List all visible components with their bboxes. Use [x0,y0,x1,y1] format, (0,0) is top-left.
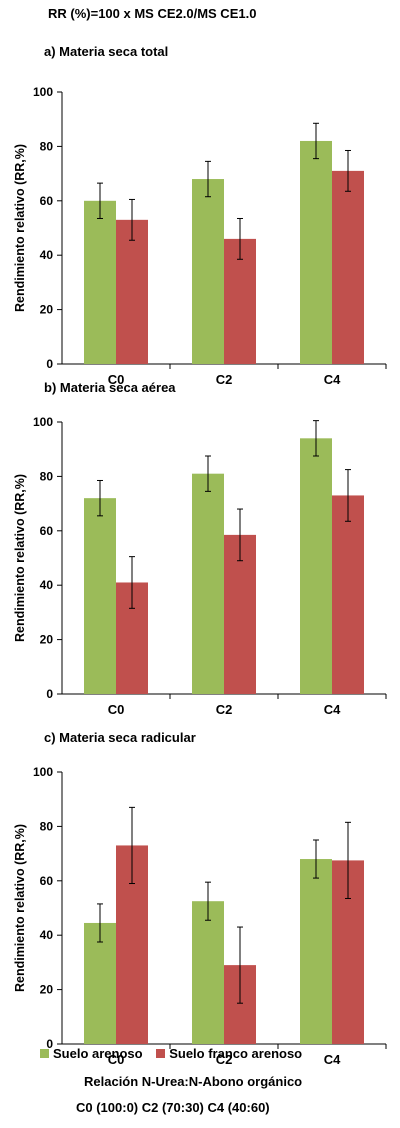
x-category-label: C2 [216,1052,233,1067]
legend: Suelo arenoso Suelo franco arenoso [40,1046,312,1061]
ratio-note-title: Relación N-Urea:N-Abono orgánico [84,1074,303,1089]
chart-c: Rendimiento relativo (RR,%) 0 20 40 60 80 100 C… [13,765,387,1067]
bar-c0-series-1 [84,922,116,1044]
y-axis-label: Rendimiento relativo (RR,%) [13,144,27,312]
legend-swatch-suelo-franco-arenoso [156,1049,166,1058]
bar-c2-series-2 [224,534,256,694]
y-tick-label: 40 [40,248,54,262]
y-tick-label: 40 [40,578,54,592]
legend-label-suelo-arenoso: Suelo arenoso [53,1046,143,1061]
bar-c2-series-1 [192,473,224,694]
formula-caption: RR (%)=100 x MS CE2.0/MS CE1.0 [48,6,257,21]
y-axis-label: Rendimiento relativo (RR,%) [13,824,27,992]
bar-c4-series-2 [332,170,364,364]
bar-c4-series-1 [300,438,332,694]
panel-a-title: a) Materia seca total [44,44,169,59]
y-tick-label: 0 [46,357,53,371]
ratio-note-values: C0 (100:0) C2 (70:30) C4 (40:60) [76,1100,270,1115]
bar-c0-series-1 [84,498,116,694]
bar-c4-series-1 [300,140,332,364]
y-tick-label: 20 [40,983,54,997]
x-category-label: C0 [108,1052,125,1067]
bar-c4-series-1 [300,859,332,1044]
y-tick-label: 100 [33,85,53,99]
x-category-label: C0 [108,702,125,717]
x-category-label: C4 [324,702,341,717]
x-category-label: C2 [216,372,233,387]
y-tick-label: 60 [40,524,54,538]
x-category-label: C4 [324,372,341,387]
chart-a: Rendimiento relativo (RR,%) 0 20 40 60 80 100 C… [13,85,387,387]
y-axis-label: Rendimiento relativo (RR,%) [13,474,27,642]
y-tick-label: 20 [40,303,54,317]
bar-c2-series-1 [192,179,224,364]
panel-c-title: c) Materia seca radicular [44,730,196,745]
legend-swatch-suelo-arenoso [40,1049,49,1058]
chart-b: Rendimiento relativo (RR,%) 0 20 40 60 80 100 C… [13,415,387,717]
y-tick-label: 80 [40,819,54,833]
y-tick-label: 100 [33,415,53,429]
y-tick-label: 60 [40,194,54,208]
bar-c4-series-2 [332,495,364,694]
x-category-label: C0 [108,372,125,387]
bar-c2-series-1 [192,901,224,1044]
x-category-label: C4 [324,1052,341,1067]
legend-item-suelo-arenoso: Suelo arenoso [40,1046,143,1061]
panel-b-title: b) Materia seca aérea [44,380,176,395]
y-tick-label: 60 [40,874,54,888]
bar-c0-series-1 [84,200,116,364]
y-tick-label: 40 [40,928,54,942]
y-tick-label: 80 [40,139,54,153]
legend-item-suelo-franco-arenoso: Suelo franco arenoso [156,1046,302,1061]
bar-c0-series-2 [116,219,148,364]
y-tick-label: 0 [46,1037,53,1051]
y-tick-label: 80 [40,469,54,483]
legend-label-suelo-franco-arenoso: Suelo franco arenoso [169,1046,303,1061]
y-tick-label: 0 [46,687,53,701]
x-category-label: C2 [216,702,233,717]
y-tick-label: 20 [40,633,54,647]
y-tick-label: 100 [33,765,53,779]
